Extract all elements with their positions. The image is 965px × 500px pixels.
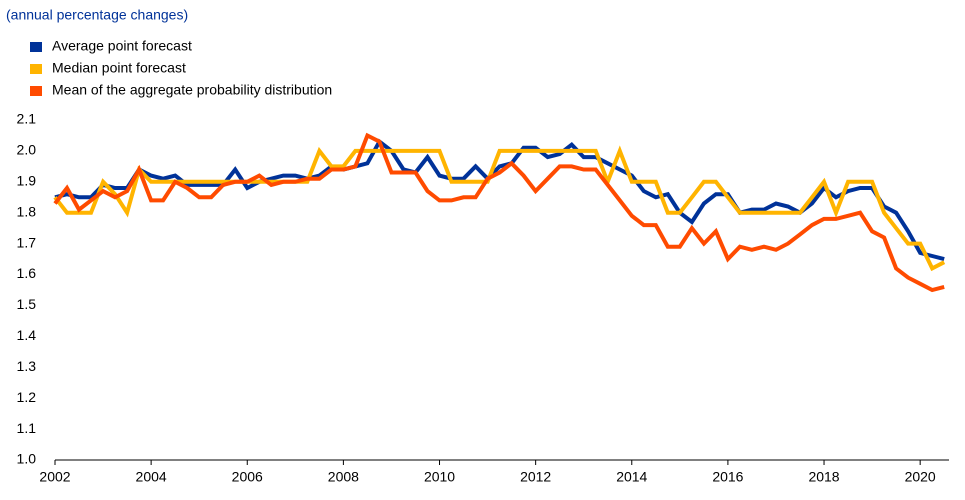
x-tick-label: 2010 <box>424 469 455 485</box>
x-tick-label: 2018 <box>808 469 839 485</box>
y-tick-label: 1.8 <box>17 203 37 219</box>
y-tick-label: 1.2 <box>17 389 37 405</box>
legend-swatch <box>30 42 42 52</box>
x-tick-label: 2006 <box>232 469 263 485</box>
x-tick-label: 2014 <box>616 469 647 485</box>
y-tick-label: 1.7 <box>17 234 37 250</box>
x-tick-label: 2002 <box>39 469 70 485</box>
y-tick-label: 1.4 <box>17 327 37 343</box>
legend-swatch <box>30 64 42 74</box>
legend-swatch <box>30 86 42 96</box>
y-tick-label: 2.1 <box>17 111 37 127</box>
y-tick-label: 2.0 <box>17 142 37 158</box>
y-tick-label: 1.3 <box>17 358 37 374</box>
legend-label: Mean of the aggregate probability distri… <box>52 82 332 98</box>
x-tick-label: 2020 <box>905 469 936 485</box>
y-tick-label: 1.1 <box>17 420 37 436</box>
x-tick-label: 2012 <box>520 469 551 485</box>
legend-label: Median point forecast <box>52 60 186 76</box>
series-line <box>54 138 945 262</box>
x-tick-label: 2016 <box>712 469 743 485</box>
x-tick-label: 2008 <box>328 469 359 485</box>
y-tick-label: 1.5 <box>17 296 37 312</box>
series-line <box>53 145 946 272</box>
x-tick-label: 2004 <box>136 469 167 485</box>
y-tick-label: 1.6 <box>17 265 37 281</box>
y-tick-label: 1.9 <box>17 173 37 189</box>
y-tick-label: 1.0 <box>17 451 37 467</box>
series-line <box>53 132 945 293</box>
legend-label: Average point forecast <box>52 38 192 54</box>
chart-subtitle: (annual percentage changes) <box>6 7 188 23</box>
